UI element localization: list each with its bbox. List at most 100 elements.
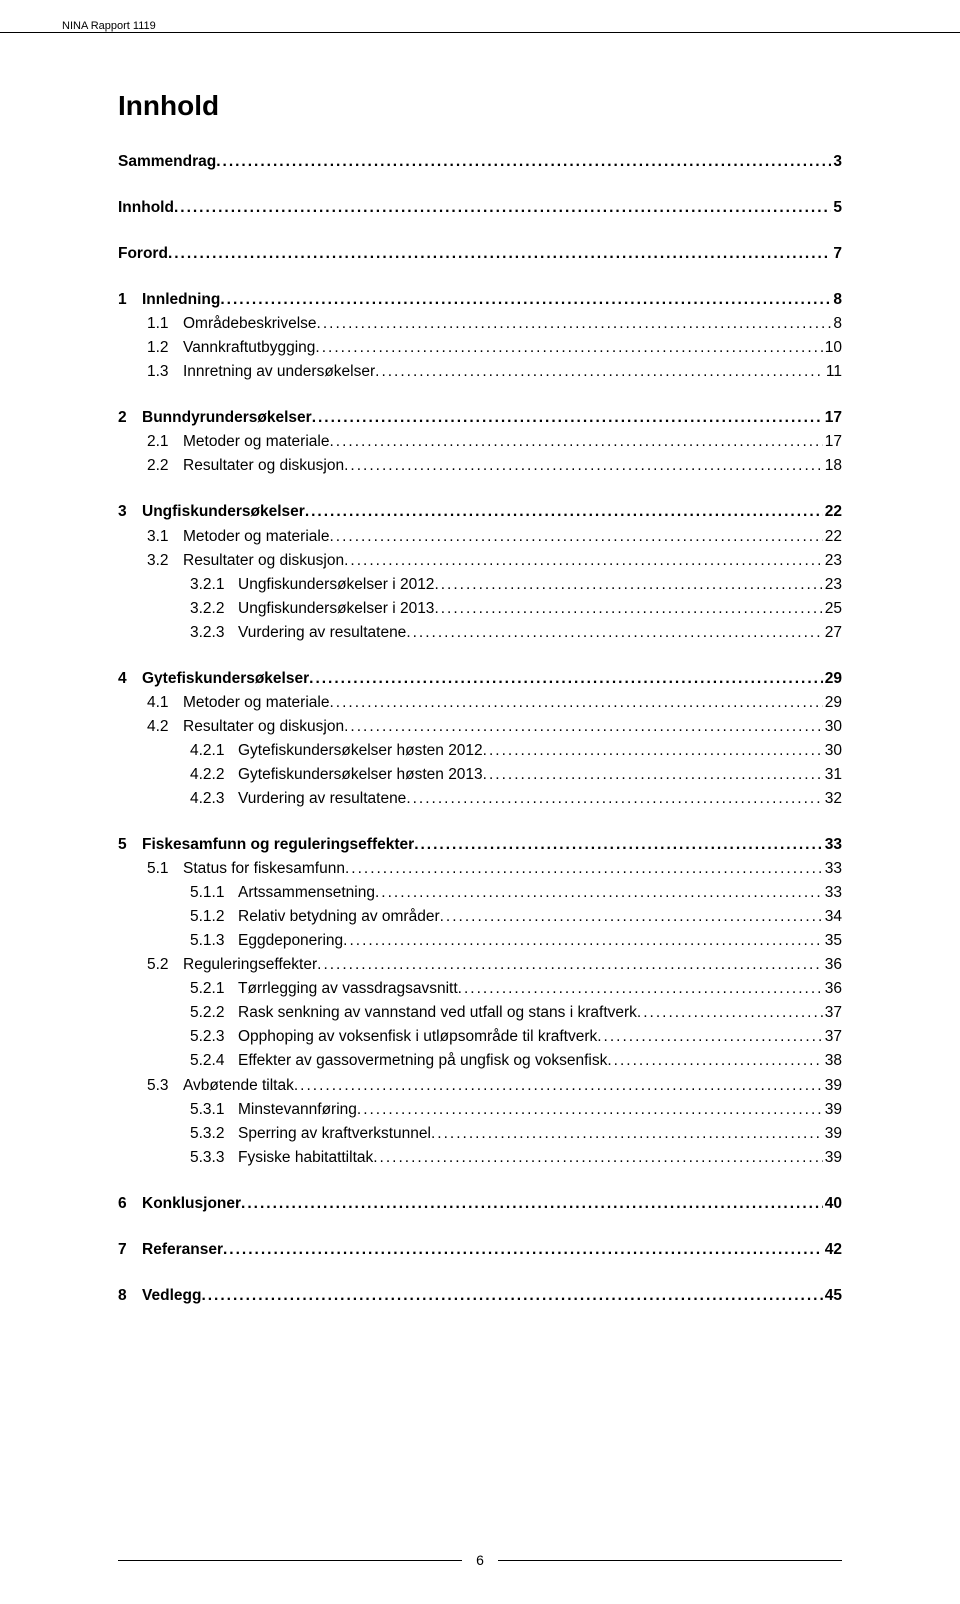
toc-number: 4.2.1 (190, 739, 238, 763)
toc-row: 4.2.2Gytefiskundersøkelser høsten 2013 31 (118, 763, 842, 787)
toc-leader-dots (344, 715, 823, 739)
toc-text: Resultater og diskusjon (183, 718, 344, 735)
toc-number: 5 (118, 833, 142, 857)
toc-page: 8 (831, 312, 842, 336)
toc-label: 5.1.1Artssammensetning (190, 881, 375, 905)
toc-label: 6Konklusjoner (118, 1192, 241, 1216)
toc-number: 5.3.3 (190, 1146, 238, 1170)
toc-text: Referanser (142, 1241, 223, 1258)
toc-label: 4.1Metoder og materiale (147, 691, 329, 715)
toc-number: 5.2.1 (190, 977, 238, 1001)
toc-text: Vannkraftutbygging (183, 339, 315, 356)
toc-label: 8Vedlegg (118, 1284, 201, 1308)
toc-text: Rask senkning av vannstand ved utfall og… (238, 1004, 637, 1021)
footer: 6 (0, 1552, 960, 1568)
toc-label: 5.2.2Rask senkning av vannstand ved utfa… (190, 1001, 637, 1025)
toc-number: 4.2 (147, 715, 183, 739)
toc-number: 3 (118, 500, 142, 524)
toc-gap (118, 266, 842, 288)
toc-row: 7Referanser42 (118, 1238, 842, 1262)
toc-label: 5.3.3Fysiske habitattiltak (190, 1146, 373, 1170)
toc-text: Innhold (118, 199, 174, 216)
toc-page: 42 (823, 1238, 842, 1262)
toc-label: 5.2.1Tørrlegging av vassdragsavsnitt (190, 977, 458, 1001)
toc-leader-dots (373, 1146, 823, 1170)
toc-page: 31 (823, 763, 842, 787)
toc-gap (118, 384, 842, 406)
toc-page: 32 (823, 787, 842, 811)
toc-leader-dots (201, 1284, 822, 1308)
toc-number: 6 (118, 1192, 142, 1216)
toc-text: Tørrlegging av vassdragsavsnitt (238, 980, 458, 997)
toc-text: Gytefiskundersøkelser (142, 670, 309, 687)
toc-text: Resultater og diskusjon (183, 457, 344, 474)
toc-number: 5.1.1 (190, 881, 238, 905)
toc-text: Ungfiskundersøkelser i 2012 (238, 576, 434, 593)
toc-text: Sammendrag (118, 153, 216, 170)
toc-page: 39 (823, 1146, 842, 1170)
toc-leader-dots (375, 360, 824, 384)
toc-label: 4.2.3Vurdering av resultatene (190, 787, 406, 811)
toc-leader-dots (343, 929, 823, 953)
toc-label: 4Gytefiskundersøkelser (118, 667, 309, 691)
toc-gap (118, 1170, 842, 1192)
toc-row: 1.1Områdebeskrivelse 8 (118, 312, 842, 336)
toc-number: 5.3 (147, 1074, 183, 1098)
toc-label: 3.2.1Ungfiskundersøkelser i 2012 (190, 573, 434, 597)
toc-number: 5.3.2 (190, 1122, 238, 1146)
toc-row: 4.2Resultater og diskusjon 30 (118, 715, 842, 739)
toc-text: Resultater og diskusjon (183, 552, 344, 569)
toc-page: 30 (823, 715, 842, 739)
toc-leader-dots (329, 691, 822, 715)
toc-row: 5.1.3Eggdeponering35 (118, 929, 842, 953)
page-number: 6 (462, 1552, 498, 1568)
toc-page: 17 (823, 406, 842, 430)
toc-number: 3.2.1 (190, 573, 238, 597)
toc-text: Vurdering av resultatene (238, 624, 406, 641)
toc-text: Metoder og materiale (183, 528, 329, 545)
toc-leader-dots (312, 406, 823, 430)
toc-text: Vedlegg (142, 1287, 201, 1304)
toc-row: 3Ungfiskundersøkelser 22 (118, 500, 842, 524)
toc-label: 4.2Resultater og diskusjon (147, 715, 344, 739)
toc-label: Sammendrag (118, 150, 216, 174)
toc-label: 1.1Områdebeskrivelse (147, 312, 317, 336)
toc-row: 3.2.3Vurdering av resultatene27 (118, 621, 842, 645)
toc-number: 5.1.2 (190, 905, 238, 929)
toc-label: Forord (118, 242, 168, 266)
toc-leader-dots (344, 454, 823, 478)
toc-row: 3.2.2Ungfiskundersøkelser i 201325 (118, 597, 842, 621)
toc-label: 5.1Status for fiskesamfunn (147, 857, 345, 881)
toc-page: 22 (823, 500, 842, 524)
toc-number: 2.1 (147, 430, 183, 454)
toc-leader-dots (434, 573, 822, 597)
toc-leader-dots (406, 787, 822, 811)
toc-text: Innledning (142, 291, 220, 308)
toc-leader-dots (223, 1238, 823, 1262)
toc-label: 5.1.2Relativ betydning av områder (190, 905, 440, 929)
toc-label: 3.2.3Vurdering av resultatene (190, 621, 406, 645)
toc-label: 3Ungfiskundersøkelser (118, 500, 305, 524)
toc-label: 5Fiskesamfunn og reguleringseffekter (118, 833, 414, 857)
toc-text: Innretning av undersøkelser (183, 363, 375, 380)
toc-row: 5.2.3Opphoping av voksenfisk i utløpsomr… (118, 1025, 842, 1049)
toc-row: 2.1Metoder og materiale17 (118, 430, 842, 454)
toc-page: 34 (823, 905, 842, 929)
toc-number: 5.2.3 (190, 1025, 238, 1049)
toc-gap (118, 220, 842, 242)
toc-number: 5.1 (147, 857, 183, 881)
toc-label: 3.2.2Ungfiskundersøkelser i 2013 (190, 597, 434, 621)
toc-row: 5.3.1Minstevannføring39 (118, 1098, 842, 1122)
toc-leader-dots (294, 1074, 823, 1098)
toc-leader-dots (315, 336, 822, 360)
toc-row: 3.2Resultater og diskusjon23 (118, 549, 842, 573)
toc-row: 4.2.3Vurdering av resultatene 32 (118, 787, 842, 811)
toc-label: 1.2Vannkraftutbygging (147, 336, 315, 360)
toc-page: 22 (823, 525, 842, 549)
toc-text: Konklusjoner (142, 1195, 241, 1212)
toc-number: 3.1 (147, 525, 183, 549)
toc-text: Bunndyrundersøkelser (142, 409, 312, 426)
toc-leader-dots (637, 1001, 823, 1025)
toc-label: 4.2.1Gytefiskundersøkelser høsten 2012 (190, 739, 483, 763)
toc-label: 4.2.2Gytefiskundersøkelser høsten 2013 (190, 763, 483, 787)
